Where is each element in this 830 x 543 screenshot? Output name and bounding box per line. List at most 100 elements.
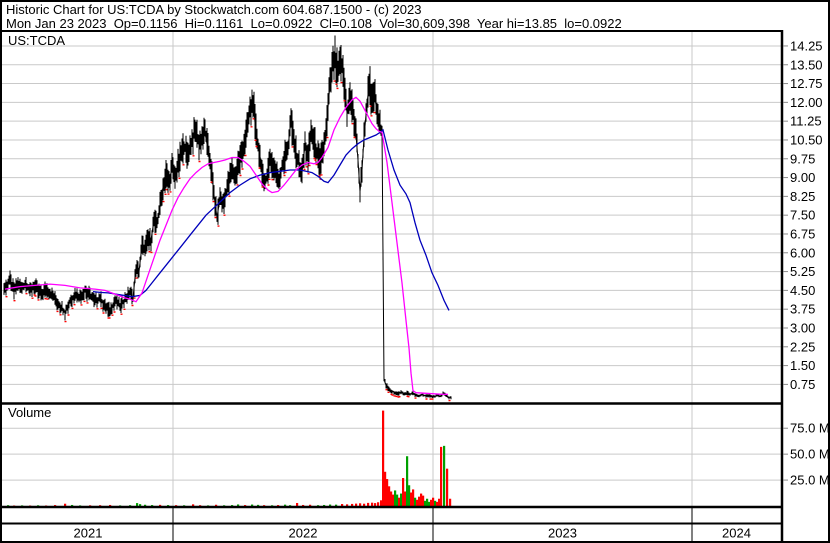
volume-bar (432, 497, 435, 506)
volume-bar (223, 505, 226, 506)
volume-bar (183, 505, 186, 506)
volume-bar (244, 505, 247, 506)
volume-bar (37, 505, 40, 506)
volume-bar (446, 468, 449, 506)
volume-bar (296, 502, 299, 506)
volume-bar (392, 494, 395, 506)
volume-bar (7, 505, 10, 506)
volume-bar (302, 504, 305, 506)
price-axis-label: 12.00 (790, 95, 823, 110)
volume-bar (408, 485, 411, 506)
volume-bar (418, 496, 421, 506)
volume-bar (436, 501, 439, 506)
volume-bar (21, 505, 24, 506)
price-axis-label: 0.75 (790, 377, 815, 392)
price-axis-label: 10.50 (790, 132, 823, 147)
volume-bar (129, 505, 132, 506)
volume-bar (443, 445, 446, 506)
price-axis-label: 9.75 (790, 151, 815, 166)
volume-bar (386, 479, 389, 506)
volume-bar (430, 499, 433, 506)
volume-bar (404, 491, 407, 506)
price-axis-label: 14.25 (790, 38, 823, 53)
volume-bar (139, 504, 142, 506)
chart-header: Historic Chart for US:TCDA by Stockwatch… (2, 2, 781, 32)
volume-axis-label: 25.0 M (790, 473, 828, 488)
volume-bar (374, 503, 377, 506)
price-axis-label: 3.00 (790, 320, 815, 335)
volume-bar (207, 505, 210, 506)
volume-bar (414, 497, 417, 506)
ma-slow-line (92, 128, 450, 311)
volume-bar (351, 503, 354, 506)
volume-bar (251, 504, 254, 506)
volume-bar (400, 493, 403, 506)
volume-bar (359, 503, 362, 506)
chart-title: Historic Chart for US:TCDA by Stockwatch… (6, 2, 422, 17)
volume-bar (396, 494, 399, 506)
volume-bar (367, 502, 370, 506)
volume-bar (410, 492, 413, 506)
volume-bar (237, 504, 240, 506)
volume-bar (119, 505, 122, 506)
volume-bar (167, 505, 170, 506)
volume-bar (175, 505, 178, 506)
volume-panel-label: Volume (8, 405, 52, 420)
volume-bar (284, 504, 287, 506)
price-axis-label: 12.75 (790, 76, 823, 91)
volume-bar (402, 478, 405, 506)
volume-bar (159, 504, 162, 506)
volume-axis-label: 75.0 M (790, 421, 828, 436)
volume-bar (390, 491, 393, 506)
volume-bar (424, 500, 427, 506)
volume-bar (231, 505, 234, 506)
volume-bar (438, 498, 441, 506)
volume-bar (199, 505, 202, 506)
volume-bar (271, 505, 274, 506)
volume-bar (289, 505, 292, 506)
price-axis-label: 4.50 (790, 283, 815, 298)
volume-bar (394, 490, 397, 506)
price-axis-label: 2.25 (790, 339, 815, 354)
price-axis-label: 5.25 (790, 264, 815, 279)
price-axis-label: 11.25 (790, 114, 822, 129)
volume-bar (388, 486, 391, 506)
volume-bar (192, 504, 195, 506)
volume-bar (346, 504, 349, 506)
volume-bar (380, 500, 383, 506)
price-axis-label: 1.50 (790, 358, 815, 373)
quote-summary-line: Mon Jan 23 2023 Op=0.1156 Hi=0.1161 Lo=0… (6, 16, 622, 31)
volume-bar (45, 505, 48, 506)
volume-bar (426, 498, 429, 506)
volume-bar (341, 504, 344, 506)
volume-bar (416, 499, 419, 506)
price-axis-label: 9.00 (790, 170, 815, 185)
volume-bar (384, 471, 387, 506)
downtick-marks (5, 80, 451, 402)
volume-bar (335, 504, 338, 506)
volume-bar (317, 505, 320, 506)
volume-bar (309, 504, 312, 506)
volume-axis-label: 50.0 M (790, 447, 828, 462)
volume-bar (412, 489, 415, 506)
volume-bar (54, 505, 57, 506)
price-axis-label: 3.75 (790, 302, 815, 317)
volume-bar (382, 410, 385, 506)
volume-bar (136, 503, 139, 506)
volume-bar (99, 505, 102, 506)
volume-bar (79, 505, 82, 506)
volume-bar (377, 502, 380, 506)
volume-bar (263, 505, 266, 506)
year-label: 2022 (289, 526, 318, 541)
price-axis-label: 6.75 (790, 226, 815, 241)
volume-bar (371, 502, 374, 506)
price-axis-label: 13.50 (790, 57, 823, 72)
volume-bar (29, 505, 32, 506)
price-axis-label: 6.00 (790, 245, 815, 260)
price-axis-label: 8.25 (790, 189, 815, 204)
year-label: 2024 (722, 526, 751, 541)
volume-bar (449, 498, 452, 506)
symbol-label: US:TCDA (8, 33, 66, 48)
volume-bar (64, 503, 67, 506)
